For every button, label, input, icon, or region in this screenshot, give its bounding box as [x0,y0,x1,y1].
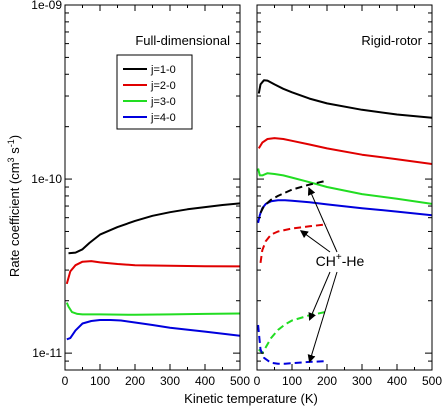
panel-full-dimensional: 0 100 200 300 400 500 1e-11 1e-10 1e-09 Full-dime… [31,0,250,388]
series-line [257,324,328,365]
x-tick-label: 200 [125,374,145,388]
plot-frame [256,4,433,371]
legend-label: j=4-0 [150,112,176,124]
ch-he-label: CH+-He [316,252,365,269]
x-tick-label: 200 [317,374,337,388]
legend-label: j=1-0 [150,64,176,76]
legend: j=1-0 j=2-0 j=3-0 j=4-0 [116,54,193,130]
series-group [65,202,240,341]
panel-title: Rigid-rotor [361,33,422,48]
x-tick-label: 300 [352,374,372,388]
legend-label: j=3-0 [150,96,176,108]
x-tick-label: 400 [387,374,407,388]
series-group [257,79,432,365]
x-tick-label: 400 [195,374,215,388]
series-line [259,179,328,214]
x-tick-label: 100 [90,374,110,388]
panel-title: Full-dimensional [135,33,230,48]
y-tick-label: 1e-09 [31,0,62,12]
x-tick-label: 0 [254,374,261,388]
y-tick-label: 1e-11 [32,346,62,360]
y-tick-label: 1e-10 [31,172,62,186]
series-line [257,79,432,119]
panel-rigid-rotor: 0 100 200 300 400 500 Rigid-rotor [254,4,442,388]
series-line [257,137,432,165]
series-line [258,310,328,355]
series-line [259,223,328,264]
series-line [65,260,240,285]
y-axis-title: Rate coefficient (cm3 s-1) [6,135,22,277]
annotation-arrow [299,230,331,253]
x-tick-label: 300 [160,374,180,388]
legend-label: j=2-0 [150,80,176,92]
series-line [68,202,240,255]
x-axis-title: Kinetic temperature (K) [184,391,318,406]
x-tick-label: 0 [62,374,69,388]
annotation-arrow [307,271,338,363]
x-tick-label: 100 [282,374,302,388]
ch-he-annotation: CH+-He [299,186,365,363]
series-line [257,199,432,224]
series-line [65,302,240,316]
series-line [66,319,240,341]
x-tick-label: 500 [230,374,250,388]
y-axis-title-group: Rate coefficient (cm3 s-1) [6,135,22,277]
annotation-arrow [308,271,331,321]
annotation-arrow [307,186,338,253]
series-line [257,168,432,205]
x-tick-label: 500 [422,374,442,388]
